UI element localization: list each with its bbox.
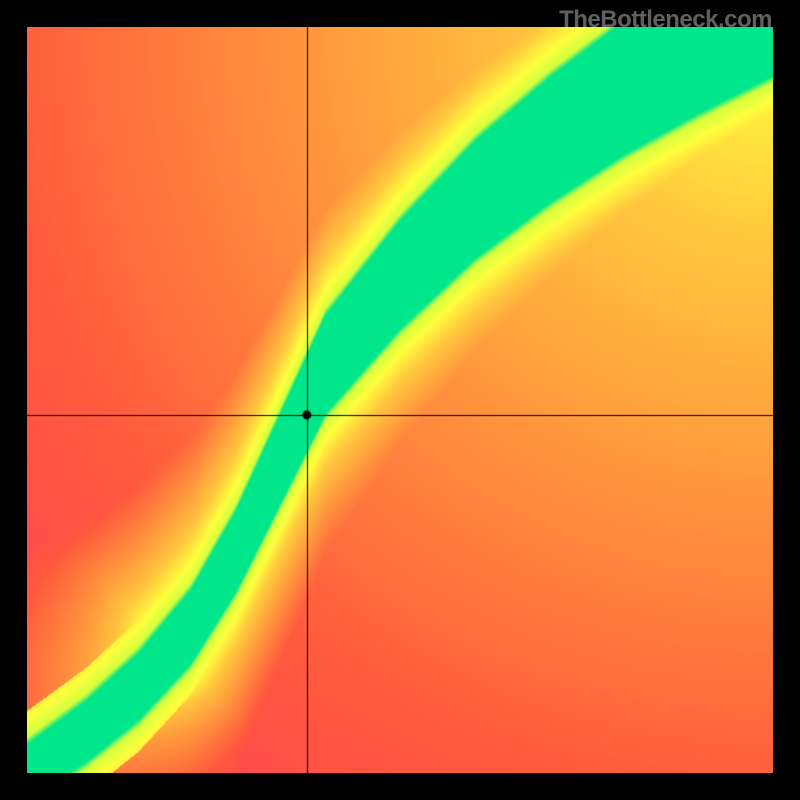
bottleneck-heatmap (27, 27, 773, 773)
watermark-text: TheBottleneck.com (559, 6, 772, 34)
chart-container: TheBottleneck.com (0, 0, 800, 800)
